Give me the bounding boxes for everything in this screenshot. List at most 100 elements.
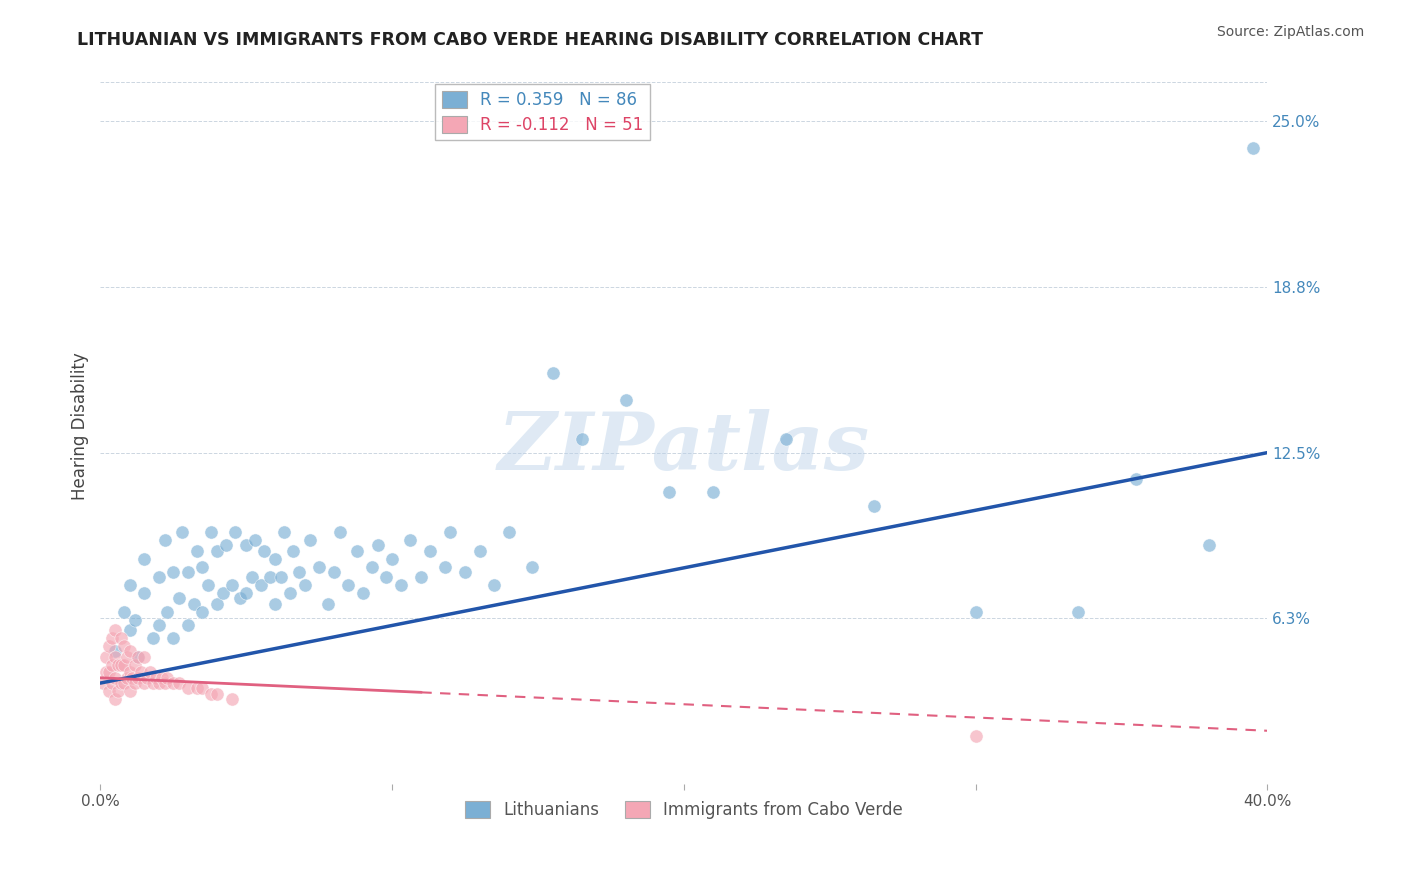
Point: [191, 605, 214, 619]
Point: [98, 665, 121, 680]
Point: [308, 559, 330, 574]
Point: [110, 631, 132, 645]
Point: [273, 525, 295, 540]
Point: [200, 525, 222, 540]
Point: [264, 597, 287, 611]
Point: [965, 729, 987, 743]
Point: [177, 681, 200, 696]
Point: [134, 551, 156, 566]
Point: [148, 676, 170, 690]
Point: [127, 671, 149, 685]
Point: [433, 559, 456, 574]
Point: [112, 605, 135, 619]
Point: [205, 687, 228, 701]
Point: [522, 559, 544, 574]
Point: [183, 597, 205, 611]
Point: [107, 684, 129, 698]
Point: [150, 671, 173, 685]
Text: LITHUANIAN VS IMMIGRANTS FROM CABO VERDE HEARING DISABILITY CORRELATION CHART: LITHUANIAN VS IMMIGRANTS FROM CABO VERDE…: [77, 31, 983, 49]
Point: [101, 676, 124, 690]
Point: [398, 533, 420, 547]
Point: [965, 605, 987, 619]
Point: [127, 649, 149, 664]
Point: [1198, 538, 1220, 552]
Point: [352, 586, 374, 600]
Point: [112, 676, 135, 690]
Point: [186, 681, 208, 696]
Point: [191, 681, 214, 696]
Point: [104, 649, 127, 664]
Point: [375, 570, 398, 584]
Point: [91, 676, 114, 690]
Point: [107, 657, 129, 672]
Point: [205, 543, 228, 558]
Point: [411, 570, 433, 584]
Y-axis label: Hearing Disability: Hearing Disability: [72, 352, 89, 500]
Point: [104, 623, 127, 637]
Point: [153, 676, 176, 690]
Point: [167, 591, 190, 606]
Point: [148, 570, 170, 584]
Point: [1067, 605, 1090, 619]
Point: [145, 671, 167, 685]
Point: [197, 578, 219, 592]
Text: ZIPatlas: ZIPatlas: [498, 409, 870, 486]
Point: [614, 392, 637, 407]
Point: [115, 649, 138, 664]
Point: [96, 665, 118, 680]
Point: [419, 543, 441, 558]
Point: [121, 671, 143, 685]
Point: [221, 692, 243, 706]
Point: [118, 665, 141, 680]
Point: [115, 671, 138, 685]
Point: [118, 578, 141, 592]
Point: [270, 570, 292, 584]
Point: [134, 586, 156, 600]
Point: [186, 543, 208, 558]
Point: [191, 559, 214, 574]
Point: [229, 591, 252, 606]
Point: [454, 565, 477, 579]
Point: [360, 559, 382, 574]
Point: [224, 525, 246, 540]
Point: [1125, 472, 1147, 486]
Point: [104, 692, 127, 706]
Point: [250, 578, 273, 592]
Point: [862, 499, 884, 513]
Point: [167, 676, 190, 690]
Point: [468, 543, 491, 558]
Point: [162, 631, 184, 645]
Point: [235, 538, 257, 552]
Point: [200, 687, 222, 701]
Point: [264, 551, 287, 566]
Point: [1241, 141, 1264, 155]
Point: [658, 485, 681, 500]
Point: [101, 657, 124, 672]
Point: [156, 605, 179, 619]
Point: [118, 644, 141, 658]
Point: [702, 485, 724, 500]
Point: [134, 676, 156, 690]
Point: [134, 649, 156, 664]
Point: [439, 525, 461, 540]
Point: [541, 366, 564, 380]
Point: [104, 644, 127, 658]
Point: [299, 533, 322, 547]
Point: [215, 538, 238, 552]
Point: [118, 623, 141, 637]
Point: [142, 676, 165, 690]
Point: [205, 597, 228, 611]
Point: [337, 578, 360, 592]
Point: [346, 543, 368, 558]
Point: [124, 676, 146, 690]
Point: [124, 613, 146, 627]
Point: [139, 665, 162, 680]
Point: [484, 578, 506, 592]
Point: [253, 543, 276, 558]
Point: [259, 570, 281, 584]
Point: [316, 597, 339, 611]
Point: [221, 578, 243, 592]
Point: [177, 565, 200, 579]
Point: [127, 649, 149, 664]
Point: [142, 631, 165, 645]
